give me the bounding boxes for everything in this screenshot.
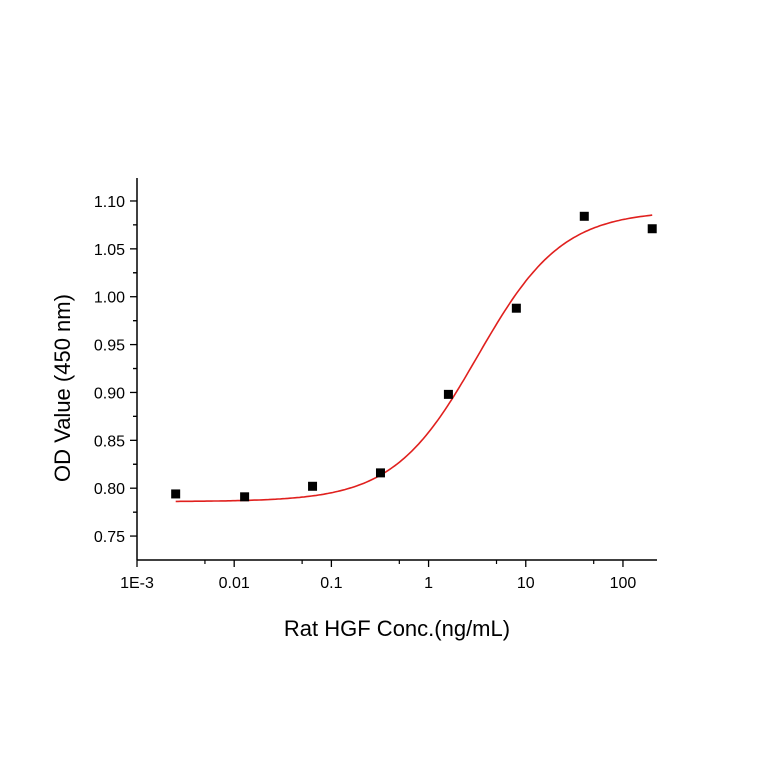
fit-curve	[175, 214, 653, 503]
data-point	[375, 468, 385, 478]
data-point	[647, 224, 657, 234]
x-tick-label: 0.01	[219, 575, 250, 592]
data-point	[443, 389, 453, 399]
ticks: 1E-3 0.01 0.1 1 10 100 0.75 0.80 0.85 0.90 0.95 1.0…	[94, 194, 637, 592]
x-tick-label: 1E-3	[120, 575, 154, 592]
data-point	[240, 492, 250, 502]
x-tick-label: 1	[424, 575, 433, 592]
y-tick-label: 1.00	[94, 290, 125, 307]
y-tick-label: 0.85	[94, 433, 125, 450]
data-points	[171, 211, 657, 502]
data-point	[511, 303, 521, 313]
x-tick-label: 0.1	[320, 575, 342, 592]
x-axis-label: Rat HGF Conc.(ng/mL)	[284, 616, 510, 641]
data-point	[579, 211, 589, 221]
y-tick-label: 1.05	[94, 242, 125, 259]
data-point	[171, 489, 181, 499]
y-tick-label: 1.10	[94, 194, 125, 211]
data-point	[308, 481, 318, 491]
x-tick-label: 10	[517, 575, 535, 592]
y-axis-label: OD Value (450 nm)	[50, 294, 75, 482]
x-tick-label: 100	[610, 575, 637, 592]
y-tick-label: 0.80	[94, 481, 125, 498]
y-tick-label: 0.95	[94, 338, 125, 355]
y-tick-label: 0.90	[94, 385, 125, 402]
y-tick-label: 0.75	[94, 529, 125, 546]
